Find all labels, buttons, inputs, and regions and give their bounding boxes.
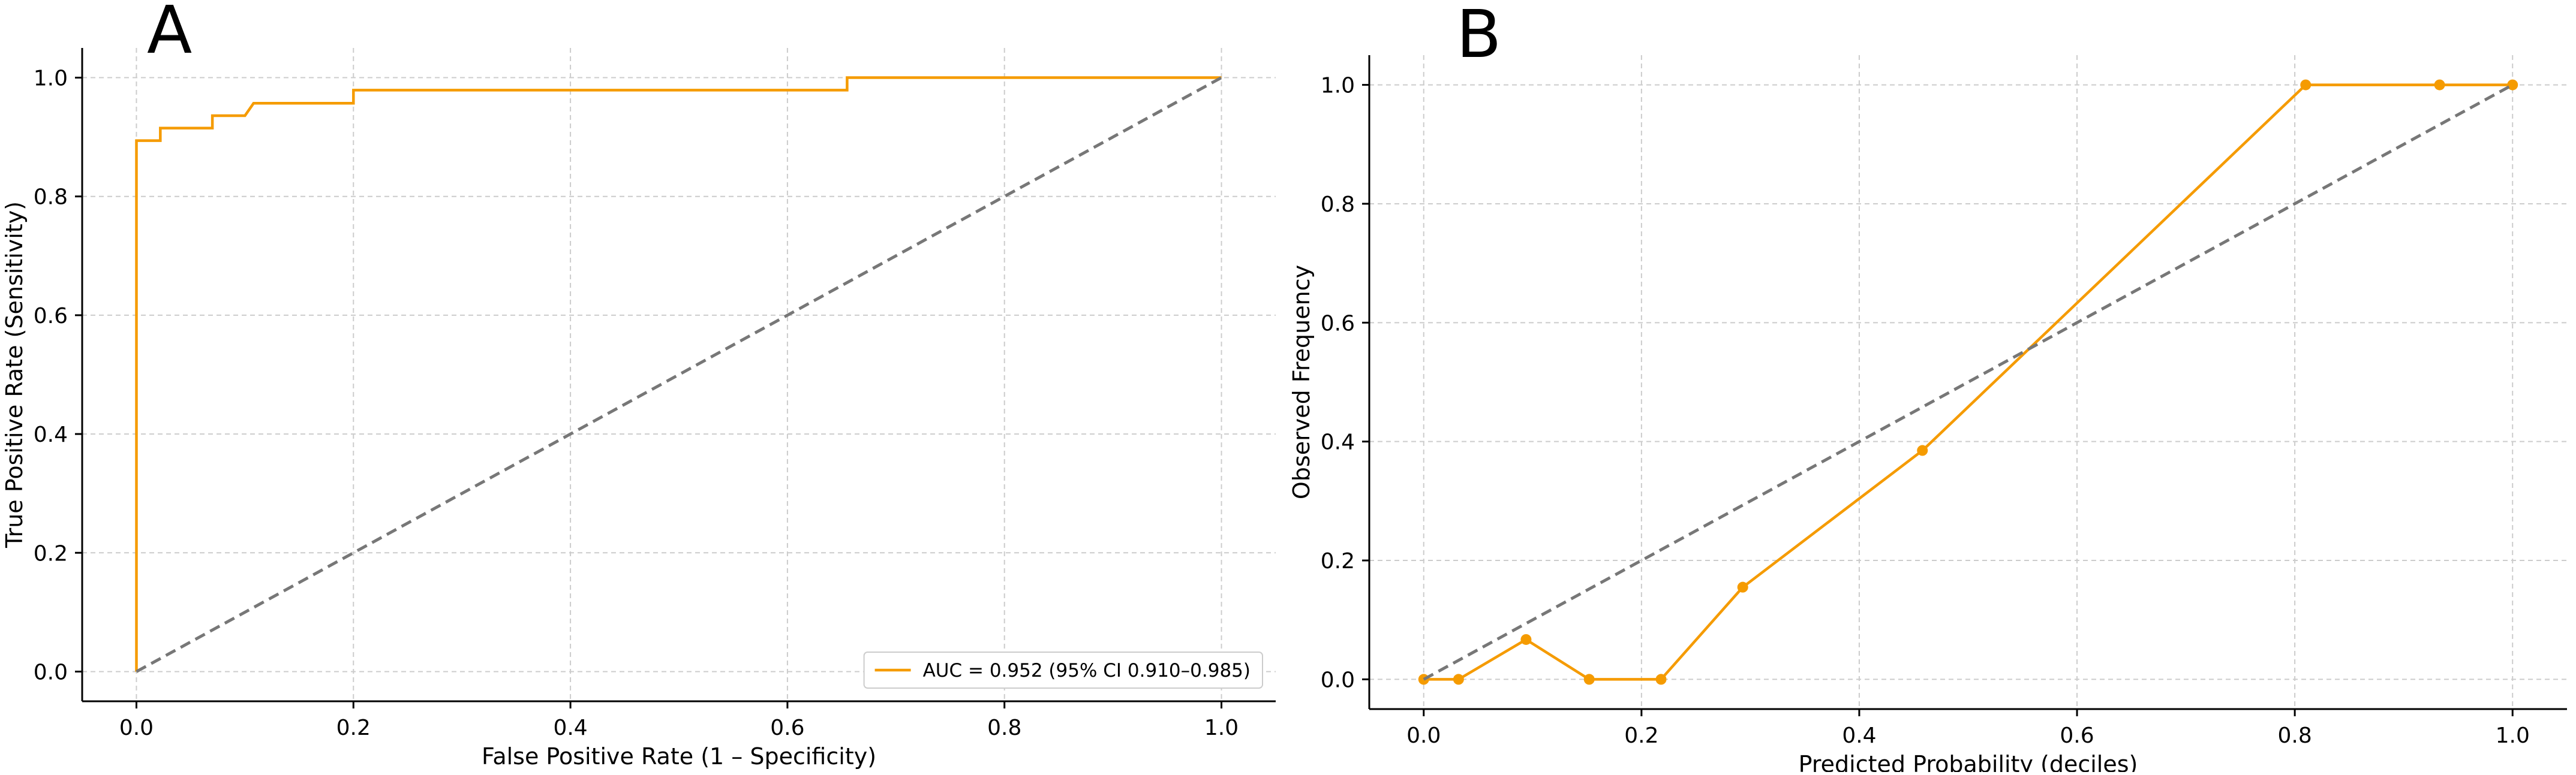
panel-a-legend: AUC = 0.952 (95% CI 0.910–0.985): [863, 652, 1263, 689]
panel-a-legend-label: AUC = 0.952 (95% CI 0.910–0.985): [923, 660, 1251, 681]
panel-a-x-tick-label: 0.0: [119, 716, 154, 740]
panel-b-y-tick-label: 0.4: [1321, 430, 1355, 455]
panel-b-plot: 0.0 0.2 0.4 0.6 0.8 1.0 0.0 0.2 0.4 0.6 0.8 1.0 Pred…: [1288, 0, 2567, 775]
panel-b-y-tick-label: 0.6: [1321, 311, 1355, 336]
panel-a-reference-line: [136, 76, 1222, 673]
panel-b-x-tick-label: 1.0: [2496, 723, 2530, 748]
panel-b-y-tick-label: 0.2: [1321, 549, 1355, 574]
panel-a-y-axis-label: True Positive Rate (Sensitivity): [1, 201, 28, 548]
panel-b-x-tick-label: 0.4: [1842, 723, 1876, 748]
panel-b-data-point: [1520, 634, 1532, 645]
panel-a-series-line: [135, 76, 1222, 672]
panel-b-data-point: [1737, 581, 1748, 593]
panel-b-data-point: [2434, 79, 2445, 91]
panel-a-x-tick-label: 0.8: [987, 716, 1021, 740]
panel-a-y-tick-label: 0.8: [34, 185, 68, 210]
panel-a-plot: 0.0 0.2 0.4 0.6 0.8 1.0 0.0 0.2 0.4 0.6 0.8 1.0 Fals…: [1, 0, 1276, 770]
panel-b-data-point: [1655, 674, 1667, 685]
panel-a-x-tick-label: 0.2: [336, 716, 371, 740]
panel-b-data-point: [1917, 445, 1928, 456]
panel-a-y-tick-label: 0.2: [34, 541, 68, 566]
panel-a-label: A: [147, 0, 192, 68]
panel-b-label: B: [1456, 0, 1501, 73]
panel-b-data-point: [2507, 79, 2518, 91]
panel-b-data-point: [2300, 79, 2312, 91]
panel-a-y-tick-label: 0.6: [34, 304, 68, 328]
panel-a-x-axis-label: False Positive Rate (1 – Specificity): [482, 743, 876, 770]
panel-b-data-point: [1583, 674, 1595, 685]
panel-a-y-tick-label: 1.0: [34, 67, 68, 91]
panel-b-y-axis-label: Observed Frequency: [1288, 265, 1315, 499]
panel-b-x-axis-label: Predicted Probability (deciles): [1799, 751, 2138, 772]
panel-b-x-tick-label: 0.0: [1406, 723, 1441, 748]
panel-b-x-tick-label: 0.8: [2278, 723, 2312, 748]
panel-b-x-tick-label: 0.2: [1624, 723, 1658, 748]
panel-b-y-tick-label: 0.0: [1321, 668, 1355, 692]
panel-a-legend-box: [863, 652, 1263, 689]
panel-b-data-point: [1453, 674, 1464, 685]
panel-b-y-tick-label: 0.8: [1321, 192, 1355, 217]
panel-a-y-tick-label: 0.4: [34, 423, 68, 447]
panel-b-reference-line: [1423, 83, 2514, 681]
panel-a-y-tick-label: 0.0: [34, 660, 68, 684]
panel-b-data-point: [1418, 674, 1429, 685]
panel-b-x-tick-label: 0.6: [2060, 723, 2094, 748]
panel-b-series-line: [1423, 83, 2513, 681]
panel-a-x-tick-label: 0.6: [770, 716, 804, 740]
panel-a-x-tick-label: 1.0: [1204, 716, 1239, 740]
panel-a-x-tick-label: 0.4: [553, 716, 587, 740]
panel-b-y-tick-label: 1.0: [1321, 74, 1355, 98]
